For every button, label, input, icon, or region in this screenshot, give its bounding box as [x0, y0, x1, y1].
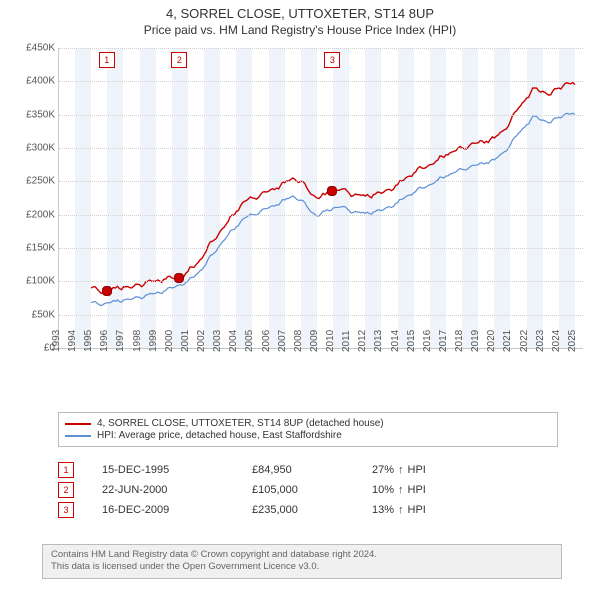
x-axis-label: 2008	[293, 330, 304, 352]
x-axis-label: 2010	[325, 330, 336, 352]
attribution-footer: Contains HM Land Registry data © Crown c…	[42, 544, 562, 579]
x-axis-label: 1995	[83, 330, 94, 352]
gridline	[59, 248, 583, 249]
y-axis-label: £450K	[26, 43, 55, 54]
gridline	[59, 181, 583, 182]
sales-row-price: £105,000	[252, 484, 372, 496]
sales-row: 1 15-DEC-1995£84,95027% ↑ HPI	[58, 462, 558, 478]
x-axis-label: 1997	[115, 330, 126, 352]
x-axis-label: 2021	[502, 330, 513, 352]
x-axis-label: 2014	[390, 330, 401, 352]
sales-row-hpi-label: HPI	[408, 504, 426, 516]
sales-row-diff-pct: 10%	[372, 484, 394, 496]
footer-line-2: This data is licensed under the Open Gov…	[51, 561, 553, 573]
gridline	[59, 148, 583, 149]
x-axis-label: 2023	[535, 330, 546, 352]
legend-swatch	[65, 423, 91, 425]
x-axis-label: 2007	[277, 330, 288, 352]
sales-row-diff-pct: 27%	[372, 464, 394, 476]
x-axis-label: 2003	[212, 330, 223, 352]
sales-row-date: 15-DEC-1995	[102, 464, 252, 476]
sale-marker-dot	[327, 186, 337, 196]
sale-marker-dot	[102, 286, 112, 296]
sales-row-diff-pct: 13%	[372, 504, 394, 516]
sales-row-date: 16-DEC-2009	[102, 504, 252, 516]
sale-marker-box: 2	[171, 52, 187, 68]
y-axis-label: £250K	[26, 176, 55, 187]
x-axis-label: 2024	[551, 330, 562, 352]
sales-row-price: £235,000	[252, 504, 372, 516]
sales-row: 2 22-JUN-2000£105,00010% ↑ HPI	[58, 482, 558, 498]
x-axis-label: 2009	[309, 330, 320, 352]
legend-item: HPI: Average price, detached house, East…	[65, 430, 551, 441]
x-axis-label: 1996	[99, 330, 110, 352]
y-axis-label: £150K	[26, 243, 55, 254]
x-axis-label: 1999	[148, 330, 159, 352]
sales-table: 1 15-DEC-1995£84,95027% ↑ HPI 2 22-JUN-2000£1…	[58, 458, 558, 522]
chart-title: 4, SORREL CLOSE, UTTOXETER, ST14 8UP	[0, 0, 600, 21]
x-axis-label: 2025	[567, 330, 578, 352]
x-axis-label: 2016	[422, 330, 433, 352]
y-axis-label: £50K	[32, 309, 55, 320]
up-arrow-icon: ↑	[398, 504, 404, 516]
series-lines	[59, 48, 583, 348]
x-axis-label: 2001	[180, 330, 191, 352]
sale-marker-dot	[174, 273, 184, 283]
sales-row: 3 16-DEC-2009£235,00013% ↑ HPI	[58, 502, 558, 518]
gridline	[59, 48, 583, 49]
sales-row-date: 22-JUN-2000	[102, 484, 252, 496]
sales-row-hpi-label: HPI	[408, 484, 426, 496]
y-axis-label: £400K	[26, 76, 55, 87]
x-axis-label: 2000	[164, 330, 175, 352]
x-axis-label: 2011	[341, 330, 352, 352]
gridline	[59, 215, 583, 216]
gridline	[59, 115, 583, 116]
x-axis-label: 2012	[357, 330, 368, 352]
chart-subtitle: Price paid vs. HM Land Registry's House …	[0, 21, 600, 41]
series-hpi	[91, 113, 575, 306]
x-axis-label: 2015	[406, 330, 417, 352]
x-axis-label: 2005	[244, 330, 255, 352]
x-axis-label: 1998	[132, 330, 143, 352]
sales-row-price: £84,950	[252, 464, 372, 476]
sales-row-index: 3	[58, 502, 74, 518]
gridline	[59, 315, 583, 316]
plot-area: £0£50K£100K£150K£200K£250K£300K£350K£400…	[58, 48, 583, 349]
x-axis-label: 2022	[519, 330, 530, 352]
y-axis-label: £350K	[26, 109, 55, 120]
sales-row-hpi-label: HPI	[408, 464, 426, 476]
gridline	[59, 81, 583, 82]
sale-marker-box: 1	[99, 52, 115, 68]
x-axis-label: 2020	[486, 330, 497, 352]
x-axis-label: 2019	[470, 330, 481, 352]
up-arrow-icon: ↑	[398, 484, 404, 496]
sales-row-diff: 10% ↑ HPI	[372, 484, 426, 496]
legend-label: HPI: Average price, detached house, East…	[97, 430, 342, 441]
x-axis-label: 2004	[228, 330, 239, 352]
sales-row-diff: 13% ↑ HPI	[372, 504, 426, 516]
legend-swatch	[65, 435, 91, 437]
up-arrow-icon: ↑	[398, 464, 404, 476]
legend-item: 4, SORREL CLOSE, UTTOXETER, ST14 8UP (de…	[65, 418, 551, 429]
gridline	[59, 281, 583, 282]
x-axis-label: 2002	[196, 330, 207, 352]
x-axis-label: 1993	[51, 330, 62, 352]
y-axis-label: £100K	[26, 276, 55, 287]
y-axis-label: £200K	[26, 209, 55, 220]
x-axis-label: 2006	[261, 330, 272, 352]
x-axis-label: 1994	[67, 330, 78, 352]
sales-row-diff: 27% ↑ HPI	[372, 464, 426, 476]
y-axis-label: £300K	[26, 143, 55, 154]
legend-label: 4, SORREL CLOSE, UTTOXETER, ST14 8UP (de…	[97, 418, 384, 429]
sales-row-index: 2	[58, 482, 74, 498]
sales-row-index: 1	[58, 462, 74, 478]
x-axis-label: 2018	[454, 330, 465, 352]
sale-marker-box: 3	[324, 52, 340, 68]
chart-area: £0£50K£100K£150K£200K£250K£300K£350K£400…	[10, 44, 590, 404]
legend-box: 4, SORREL CLOSE, UTTOXETER, ST14 8UP (de…	[58, 412, 558, 447]
x-axis-label: 2013	[373, 330, 384, 352]
x-axis-label: 2017	[438, 330, 449, 352]
footer-line-1: Contains HM Land Registry data © Crown c…	[51, 549, 553, 561]
